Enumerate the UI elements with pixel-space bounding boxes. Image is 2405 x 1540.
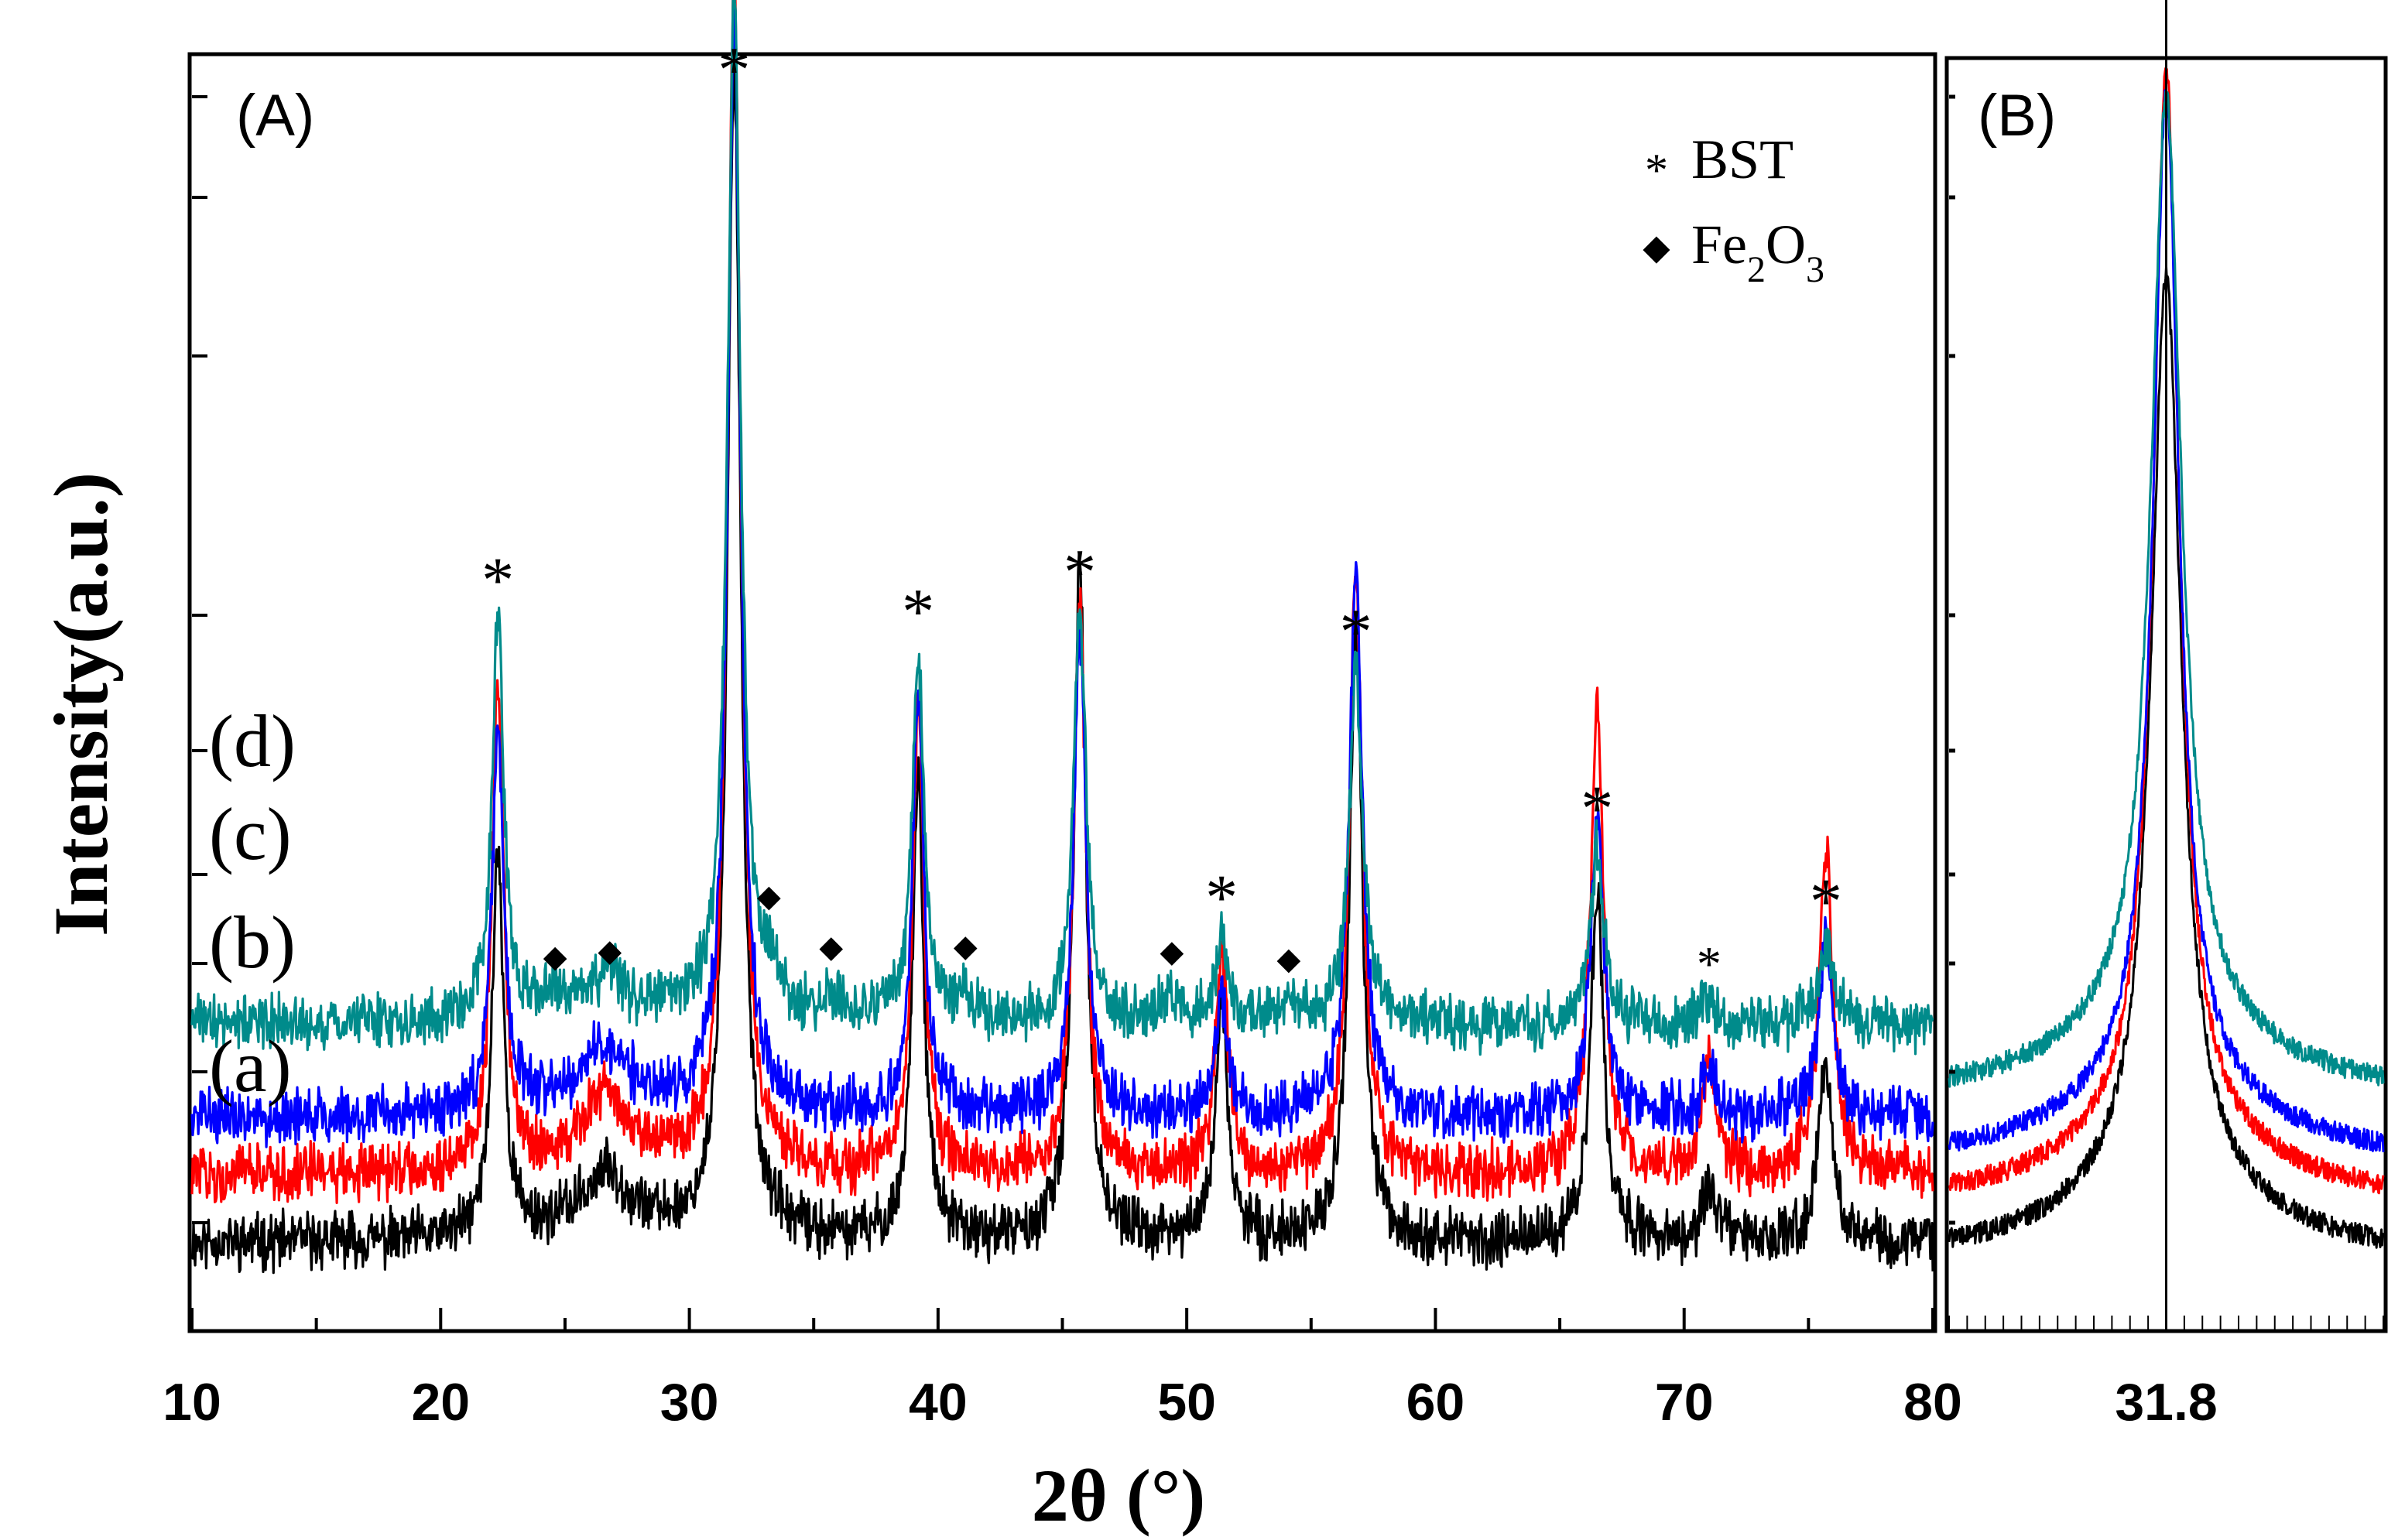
x-tick-label: 20 bbox=[411, 1373, 470, 1432]
panel-a: 10 20 30 40 50 60 70 80 * * * * * * * * * ◆ ◆ ◆ ◆ ◆ ◆ ◆ (d) (c)… bbox=[38, 0, 1962, 1537]
panel-a-label: (A) bbox=[236, 83, 314, 149]
legend-bst-marker: * bbox=[1645, 145, 1668, 196]
x-tick-label: 10 bbox=[163, 1373, 221, 1432]
series-label-d: (d) bbox=[209, 700, 296, 782]
series-label-a: (a) bbox=[209, 1025, 292, 1107]
panel-b-x-ticks: 31.8 bbox=[1948, 1316, 2384, 1432]
series-line-b bbox=[190, 0, 1934, 1204]
panel-a-series-labels: (d) (c) (b) (a) bbox=[209, 700, 296, 1107]
x-tick-label: 70 bbox=[1655, 1373, 1714, 1432]
fe2o3-peak-marker: ◆ bbox=[757, 879, 781, 914]
legend-fe2o3-marker: ◆ bbox=[1643, 228, 1670, 267]
panel-b-x-tick-label: 31.8 bbox=[2115, 1373, 2217, 1432]
legend-sub-2: 2 bbox=[1747, 249, 1766, 290]
x-axis-label: 2θ (°) bbox=[1032, 1454, 1205, 1537]
legend-bst-label: BST bbox=[1691, 128, 1793, 190]
panel-a-curves bbox=[190, 0, 1934, 1275]
bst-peak-marker: * bbox=[1697, 936, 1722, 991]
panel-a-frame bbox=[187, 52, 1937, 1333]
panel-b-y-ticks bbox=[1949, 94, 1955, 1225]
x-tick-label: 60 bbox=[1406, 1373, 1465, 1432]
x-tick-label: 30 bbox=[660, 1373, 719, 1432]
bst-peak-marker: * bbox=[718, 34, 750, 106]
bst-peak-marker: * bbox=[1064, 536, 1096, 608]
panel-a-y-ticks bbox=[192, 95, 207, 1224]
series-label-c: (c) bbox=[209, 792, 292, 875]
legend-fe-text: Fe bbox=[1691, 214, 1747, 275]
panel-b: 31.8 (B) bbox=[1944, 0, 2388, 1432]
bst-peak-marker: * bbox=[1205, 861, 1238, 933]
panel-a-peak-markers: * * * * * * * * * ◆ ◆ ◆ ◆ ◆ ◆ ◆ bbox=[481, 34, 1842, 991]
fe2o3-peak-marker: ◆ bbox=[543, 939, 567, 974]
bst-peak-marker: * bbox=[1810, 865, 1842, 937]
y-axis-label: Intensity(a.u.) bbox=[38, 472, 124, 936]
bst-peak-marker: * bbox=[1581, 773, 1613, 845]
bst-peak-marker: * bbox=[1340, 596, 1372, 668]
fe2o3-peak-marker: ◆ bbox=[1276, 942, 1300, 977]
bst-peak-marker: * bbox=[902, 576, 934, 648]
legend: * BST ◆ Fe2O3 bbox=[1643, 128, 1824, 290]
x-tick-label: 50 bbox=[1157, 1373, 1216, 1432]
series-line-c bbox=[190, 2, 1934, 1148]
fe2o3-peak-marker: ◆ bbox=[598, 933, 622, 968]
panel-a-x-ticks: 10 20 30 40 50 60 70 80 bbox=[163, 1308, 1962, 1432]
fe2o3-peak-marker: ◆ bbox=[954, 929, 978, 963]
series-line-a bbox=[191, 62, 1934, 1275]
bst-peak-marker: * bbox=[481, 545, 514, 617]
legend-o-text: O bbox=[1766, 214, 1806, 275]
series-label-b: (b) bbox=[209, 901, 296, 984]
legend-sub-3: 3 bbox=[1806, 249, 1824, 290]
fe2o3-peak-marker: ◆ bbox=[1160, 934, 1184, 969]
series-line-d bbox=[190, 0, 1934, 1056]
x-tick-label: 80 bbox=[1903, 1373, 1962, 1432]
fe2o3-peak-marker: ◆ bbox=[819, 929, 843, 964]
panel-b-label: (B) bbox=[1978, 83, 2056, 149]
x-tick-label: 40 bbox=[909, 1373, 968, 1432]
legend-fe2o3-label: Fe2O3 bbox=[1691, 214, 1824, 290]
